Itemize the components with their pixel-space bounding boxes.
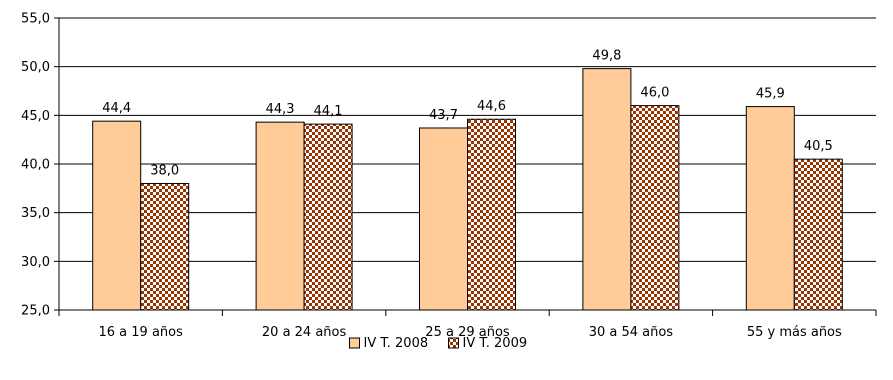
legend-swatch (448, 337, 459, 349)
data-label: 38,0 (150, 163, 179, 178)
x-tick-label: 25 a 29 años (425, 325, 510, 340)
y-tick-label: 40,0 (21, 158, 50, 173)
x-tick-label: 20 a 24 años (262, 325, 347, 340)
bar-iv-t-2008 (92, 120, 142, 311)
y-tick-label: 45,0 (21, 109, 50, 124)
bar-iv-t-2009 (630, 105, 680, 311)
data-label: 44,1 (314, 104, 343, 119)
data-label: 44,4 (102, 101, 131, 116)
bar-iv-t-2008 (582, 68, 632, 311)
bar-iv-t-2008 (745, 106, 795, 311)
y-tick-label: 50,0 (21, 60, 50, 75)
y-tick-label: 35,0 (21, 206, 50, 221)
bar-iv-t-2009 (140, 182, 190, 311)
legend: IV T. 2008 IV T. 2009 (349, 336, 528, 351)
data-label: 49,8 (592, 49, 621, 64)
x-tick-label: 30 a 54 años (589, 325, 674, 340)
data-label: 46,0 (640, 86, 669, 101)
data-label: 43,7 (429, 108, 458, 123)
data-label: 44,3 (266, 102, 295, 117)
legend-label: IV T. 2008 (364, 336, 429, 351)
y-tick-label: 30,0 (21, 255, 50, 270)
bar-iv-t-2009 (303, 123, 353, 311)
y-tick-label: 55,0 (21, 12, 50, 27)
legend-swatch (349, 337, 360, 349)
bars (92, 68, 843, 311)
bar-iv-t-2008 (255, 121, 305, 311)
x-tick-label: 16 a 19 años (99, 325, 184, 340)
x-tick-label: 55 y más años (747, 325, 842, 340)
data-label: 40,5 (804, 139, 833, 154)
data-labels: 44,4 38,0 44,3 44,1 43,7 44,6 49,8 46,0 45,9 40,5 (102, 49, 833, 179)
y-tick-label: 25,0 (21, 304, 50, 319)
bar-iv-t-2009 (793, 158, 843, 311)
bar-iv-t-2009 (467, 118, 516, 311)
data-label: 45,9 (756, 87, 785, 102)
legend-label: IV T. 2009 (463, 336, 528, 351)
bar-iv-t-2008 (419, 127, 468, 311)
data-label: 44,6 (477, 99, 506, 114)
